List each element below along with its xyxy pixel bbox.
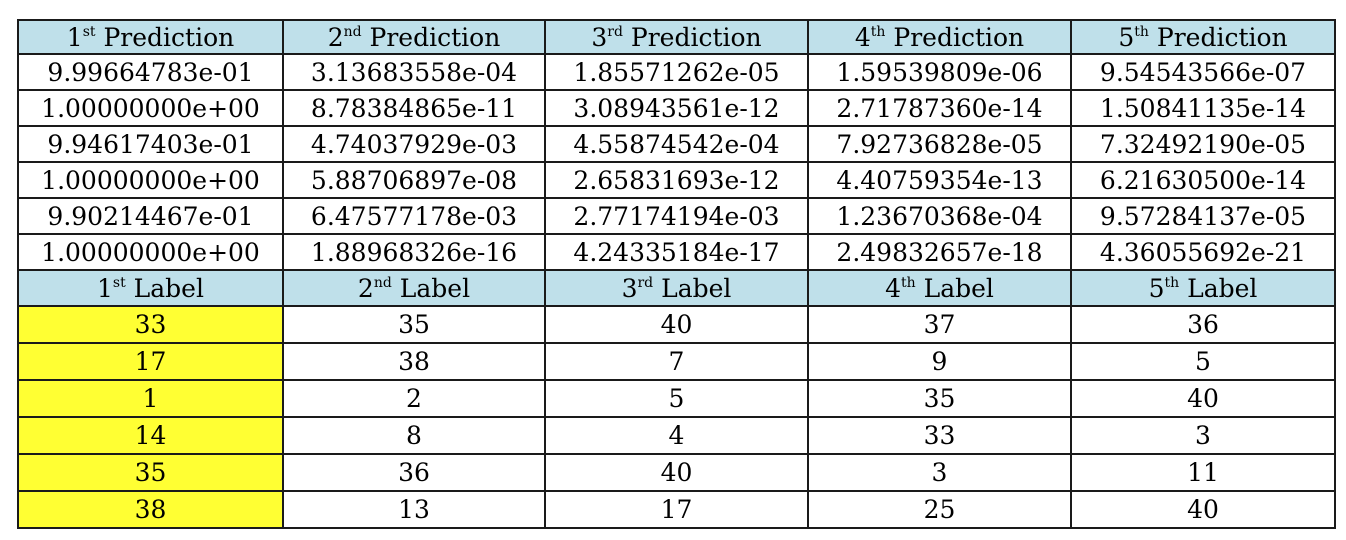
- label-cell: 40: [1070, 379, 1336, 418]
- prediction-cell: 4.74037929e-03: [282, 125, 546, 163]
- prediction-header-row: 1st Prediction 2nd Prediction 3rd Predic…: [17, 19, 1336, 55]
- prediction-cell: 9.54543566e-07: [1070, 53, 1336, 91]
- prediction-cell: 9.99664783e-01: [17, 53, 284, 91]
- prediction-cell: 4.40759354e-13: [807, 161, 1072, 199]
- prediction-cell: 1.00000000e+00: [17, 89, 284, 127]
- prediction-cell: 4.55874542e-04: [544, 125, 809, 163]
- label-cell: 37: [807, 305, 1072, 344]
- label-cell: 11: [1070, 453, 1336, 492]
- prediction-cell: 3.13683558e-04: [282, 53, 546, 91]
- prediction-cell: 6.21630500e-14: [1070, 161, 1336, 199]
- label-header-row: 1st Label 2nd Label 3rd Label 4th Label …: [17, 269, 1336, 307]
- prediction-cell: 7.32492190e-05: [1070, 125, 1336, 163]
- prediction-row: 1.00000000e+00 8.78384865e-11 3.08943561…: [17, 89, 1336, 127]
- label-row: 17 38 7 9 5: [17, 342, 1336, 381]
- label-cell-highlighted: 1: [17, 379, 284, 418]
- label-cell: 17: [544, 490, 809, 529]
- label-row: 35 36 40 3 11: [17, 453, 1336, 492]
- label-cell: 3: [807, 453, 1072, 492]
- prediction-cell: 2.77174194e-03: [544, 197, 809, 235]
- prediction-header: 4th Prediction: [807, 19, 1072, 55]
- label-cell: 3: [1070, 416, 1336, 455]
- prediction-cell: 6.47577178e-03: [282, 197, 546, 235]
- label-cell: 5: [544, 379, 809, 418]
- prediction-row: 9.94617403e-01 4.74037929e-03 4.55874542…: [17, 125, 1336, 163]
- label-cell: 8: [282, 416, 546, 455]
- prediction-cell: 1.85571262e-05: [544, 53, 809, 91]
- prediction-cell: 5.88706897e-08: [282, 161, 546, 199]
- prediction-row: 9.99664783e-01 3.13683558e-04 1.85571262…: [17, 53, 1336, 91]
- label-cell-highlighted: 38: [17, 490, 284, 529]
- prediction-cell: 1.59539809e-06: [807, 53, 1072, 91]
- label-header: 3rd Label: [544, 269, 809, 307]
- prediction-table: 1st Prediction 2nd Prediction 3rd Predic…: [17, 19, 1336, 529]
- label-cell: 40: [544, 453, 809, 492]
- prediction-header: 2nd Prediction: [282, 19, 546, 55]
- label-cell: 38: [282, 342, 546, 381]
- prediction-cell: 2.49832657e-18: [807, 233, 1072, 271]
- label-cell: 7: [544, 342, 809, 381]
- label-cell: 33: [807, 416, 1072, 455]
- label-header: 1st Label: [17, 269, 284, 307]
- prediction-row: 1.00000000e+00 1.88968326e-16 4.24335184…: [17, 233, 1336, 271]
- label-row: 1 2 5 35 40: [17, 379, 1336, 418]
- prediction-cell: 7.92736828e-05: [807, 125, 1072, 163]
- prediction-cell: 1.23670368e-04: [807, 197, 1072, 235]
- label-row: 14 8 4 33 3: [17, 416, 1336, 455]
- prediction-cell: 4.36055692e-21: [1070, 233, 1336, 271]
- prediction-header: 1st Prediction: [17, 19, 284, 55]
- prediction-cell: 4.24335184e-17: [544, 233, 809, 271]
- label-cell-highlighted: 17: [17, 342, 284, 381]
- label-row: 38 13 17 25 40: [17, 490, 1336, 529]
- prediction-row: 9.90214467e-01 6.47577178e-03 2.77174194…: [17, 197, 1336, 235]
- prediction-cell: 9.90214467e-01: [17, 197, 284, 235]
- label-header: 5th Label: [1070, 269, 1336, 307]
- label-cell: 40: [1070, 490, 1336, 529]
- label-cell: 36: [282, 453, 546, 492]
- label-header: 2nd Label: [282, 269, 546, 307]
- label-cell: 40: [544, 305, 809, 344]
- label-cell: 35: [282, 305, 546, 344]
- prediction-cell: 9.94617403e-01: [17, 125, 284, 163]
- label-cell: 4: [544, 416, 809, 455]
- prediction-cell: 8.78384865e-11: [282, 89, 546, 127]
- prediction-cell: 1.50841135e-14: [1070, 89, 1336, 127]
- label-cell-highlighted: 14: [17, 416, 284, 455]
- prediction-cell: 2.71787360e-14: [807, 89, 1072, 127]
- label-row: 33 35 40 37 36: [17, 305, 1336, 344]
- label-cell: 9: [807, 342, 1072, 381]
- label-cell-highlighted: 33: [17, 305, 284, 344]
- prediction-cell: 1.00000000e+00: [17, 161, 284, 199]
- prediction-cell: 9.57284137e-05: [1070, 197, 1336, 235]
- label-cell-highlighted: 35: [17, 453, 284, 492]
- prediction-row: 1.00000000e+00 5.88706897e-08 2.65831693…: [17, 161, 1336, 199]
- label-cell: 36: [1070, 305, 1336, 344]
- prediction-cell: 2.65831693e-12: [544, 161, 809, 199]
- prediction-header: 5th Prediction: [1070, 19, 1336, 55]
- prediction-cell: 3.08943561e-12: [544, 89, 809, 127]
- label-header: 4th Label: [807, 269, 1072, 307]
- label-cell: 25: [807, 490, 1072, 529]
- label-cell: 35: [807, 379, 1072, 418]
- prediction-header: 3rd Prediction: [544, 19, 809, 55]
- prediction-cell: 1.88968326e-16: [282, 233, 546, 271]
- label-cell: 2: [282, 379, 546, 418]
- label-cell: 13: [282, 490, 546, 529]
- label-cell: 5: [1070, 342, 1336, 381]
- prediction-cell: 1.00000000e+00: [17, 233, 284, 271]
